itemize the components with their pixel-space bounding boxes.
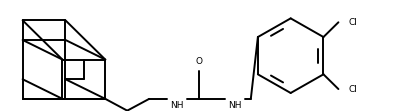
Text: Cl: Cl (348, 18, 357, 27)
Text: NH: NH (170, 101, 184, 110)
Text: NH: NH (228, 101, 242, 110)
Text: O: O (196, 57, 202, 66)
Text: Cl: Cl (348, 85, 357, 94)
